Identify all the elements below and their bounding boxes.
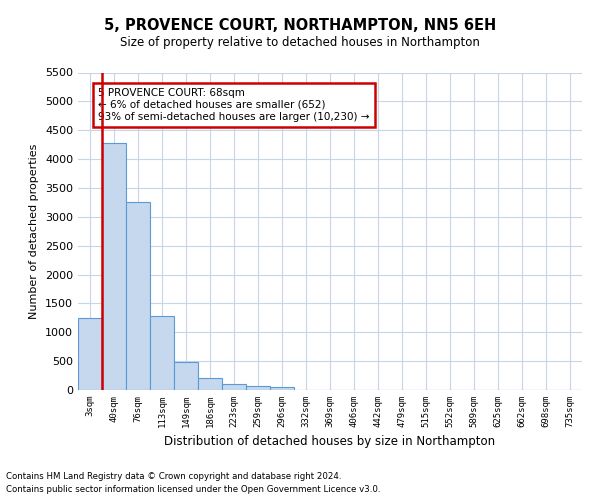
Bar (126, 202, 150, 390)
X-axis label: Distribution of detached houses by size in Northampton: Distribution of detached houses by size … (164, 436, 496, 448)
Text: Size of property relative to detached houses in Northampton: Size of property relative to detached ho… (120, 36, 480, 49)
Text: 5, PROVENCE COURT, NORTHAMPTON, NN5 6EH: 5, PROVENCE COURT, NORTHAMPTON, NN5 6EH (104, 18, 496, 32)
Bar (270, 387, 294, 390)
Bar (222, 384, 246, 390)
Bar (246, 386, 270, 390)
Bar (198, 378, 222, 390)
Text: Contains public sector information licensed under the Open Government Licence v3: Contains public sector information licen… (6, 485, 380, 494)
Bar (150, 316, 174, 390)
Bar (174, 362, 198, 390)
Bar (78, 318, 102, 390)
Text: 5 PROVENCE COURT: 68sqm
← 6% of detached houses are smaller (652)
93% of semi-de: 5 PROVENCE COURT: 68sqm ← 6% of detached… (98, 88, 370, 122)
Bar (102, 143, 126, 390)
Text: Contains HM Land Registry data © Crown copyright and database right 2024.: Contains HM Land Registry data © Crown c… (6, 472, 341, 481)
Y-axis label: Number of detached properties: Number of detached properties (29, 144, 40, 319)
